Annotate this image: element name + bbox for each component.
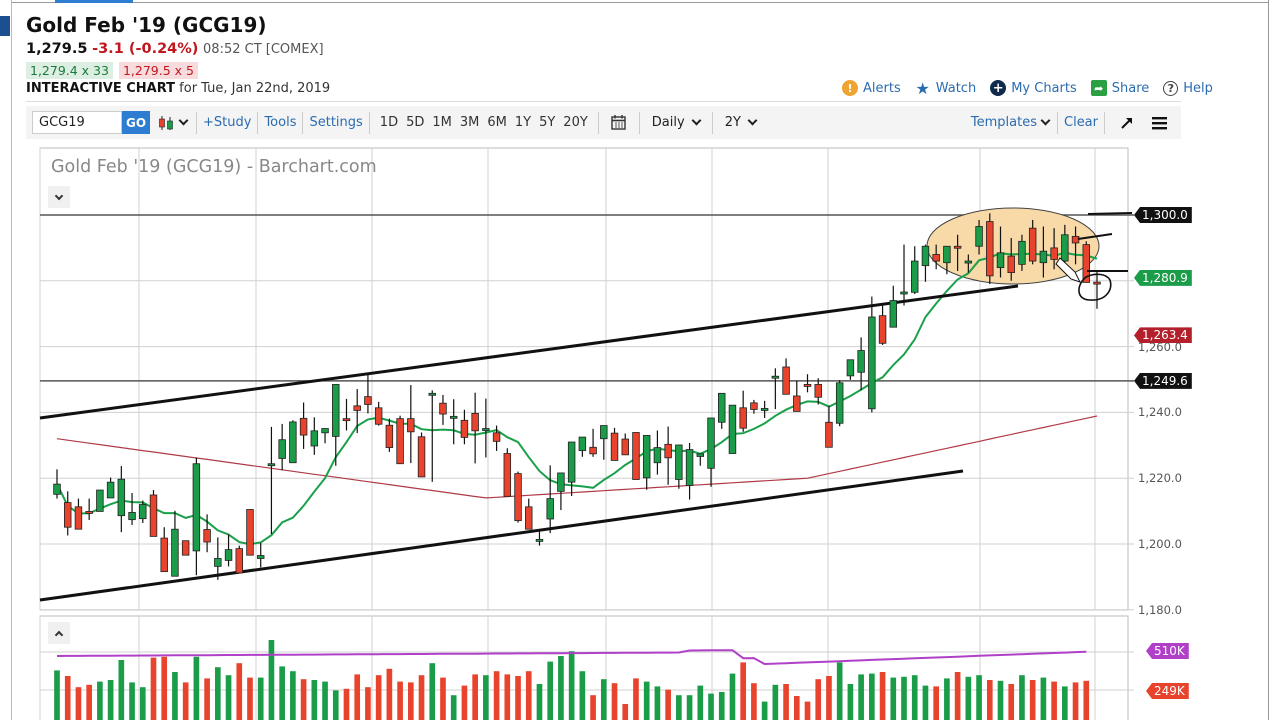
help-icon: ? (1163, 80, 1179, 96)
separator (597, 111, 599, 134)
separator (1057, 111, 1058, 134)
period-6m[interactable]: 6M (487, 115, 507, 130)
clear-button[interactable]: Clear (1064, 115, 1098, 130)
divider (26, 101, 1181, 102)
action-links: ! Alerts ★ Watch + My Charts ➦ Share ? Help (842, 78, 1213, 98)
price-tag: 1,249.6 (1134, 372, 1192, 389)
chevron-down-icon (178, 115, 189, 126)
volume-tag: 249K (1146, 683, 1189, 699)
help-label: Help (1183, 80, 1213, 96)
my-charts-link[interactable]: + My Charts (990, 80, 1077, 96)
range-dropdown[interactable]: 2Y (715, 115, 766, 130)
separator (196, 111, 197, 134)
left-badge (0, 16, 10, 36)
scrollbar[interactable] (1268, 0, 1280, 720)
quote-time: 08:52 CT [COMEX] (203, 42, 324, 57)
study-link[interactable]: +Study (203, 115, 252, 130)
price-tag: 1,300.0 (1134, 207, 1192, 223)
calendar-icon[interactable] (601, 114, 637, 132)
watch-link[interactable]: ★ Watch (915, 78, 977, 98)
price-change: -3.1 (-0.24%) (92, 41, 199, 57)
help-link[interactable]: ? Help (1163, 80, 1213, 96)
period-1m[interactable]: 1M (432, 115, 452, 130)
plus-circle-icon: + (990, 80, 1007, 96)
candlestick-icon (159, 115, 173, 130)
bid-quote: 1,279.4 x 33 (26, 62, 113, 79)
volume-tag: 510K (1146, 643, 1189, 659)
period-3m[interactable]: 3M (459, 115, 480, 130)
share-link[interactable]: ➦ Share (1090, 80, 1150, 96)
price-tag: 1,280.9 (1134, 269, 1192, 286)
bid-ask: 1,279.4 x 33 1,279.5 x 5 (26, 62, 198, 79)
period-1y[interactable]: 1Y (514, 115, 532, 130)
interactive-chart-label: INTERACTIVE CHART (26, 81, 176, 96)
y-axis-label: 1,240.0 (1138, 405, 1182, 420)
range-value: 2Y (724, 115, 741, 130)
chevron-down-icon (747, 115, 758, 126)
separator (257, 111, 259, 134)
separator (711, 111, 713, 134)
price-line: 1,279.5 -3.1 (-0.24%) 08:52 CT [COMEX] (26, 41, 324, 57)
symbol-input[interactable] (32, 111, 122, 134)
chart-toolbar: GO +Study Tools Settings 1D 5D 1M 3M 6M … (26, 106, 1181, 139)
share-label: Share (1111, 80, 1150, 96)
templates-dropdown[interactable]: Templates (961, 115, 1055, 130)
chart-label: INTERACTIVE CHART for Tue, Jan 22nd, 201… (26, 81, 330, 96)
expand-volume-button[interactable] (48, 622, 70, 644)
separator (638, 111, 640, 134)
top-rule (12, 2, 1280, 3)
left-panel-edge (0, 0, 12, 720)
chart-type-dropdown[interactable] (157, 115, 189, 131)
chevron-down-icon (691, 115, 702, 126)
menu-icon[interactable] (1151, 115, 1169, 131)
y-axis-label: 1,180.0 (1138, 602, 1182, 617)
star-icon: ★ (915, 78, 930, 98)
alerts-link[interactable]: ! Alerts (842, 80, 901, 96)
y-axis-label: 1,220.0 (1138, 471, 1182, 486)
alert-icon: ! (842, 80, 858, 96)
ask-quote: 1,279.5 x 5 (118, 62, 198, 79)
chart-date: for Tue, Jan 22nd, 2019 (179, 81, 331, 96)
interval-dropdown[interactable]: Daily (642, 115, 710, 130)
go-button[interactable]: GO (122, 111, 150, 134)
my-charts-label: My Charts (1011, 80, 1077, 96)
period-20y[interactable]: 20Y (563, 115, 588, 130)
tools-link[interactable]: Tools (264, 115, 297, 130)
page-title: Gold Feb '19 (GCG19) (26, 13, 267, 37)
watch-label: Watch (935, 80, 977, 96)
templates-label: Templates (970, 115, 1037, 130)
expand-arrow-icon[interactable] (1119, 115, 1135, 131)
separator (302, 111, 304, 134)
chart-title: Gold Feb '19 (GCG19) - Barchart.com (51, 157, 377, 177)
period-1d[interactable]: 1D (379, 115, 399, 130)
chevron-down-icon (1040, 115, 1051, 126)
settings-link[interactable]: Settings (309, 115, 363, 130)
separator (1104, 111, 1105, 134)
chevron-down-icon (54, 191, 64, 200)
last-price: 1,279.5 (26, 41, 88, 57)
y-axis-label: 1,200.0 (1138, 537, 1182, 551)
collapse-button[interactable] (48, 186, 70, 208)
share-icon: ➦ (1090, 80, 1107, 96)
separator (368, 111, 370, 134)
period-5d[interactable]: 5D (406, 115, 425, 130)
active-tab-indicator (55, 0, 133, 3)
alerts-label: Alerts (863, 80, 901, 96)
period-5y[interactable]: 5Y (539, 115, 556, 130)
chevron-up-icon (54, 630, 64, 639)
price-tag: 1,263.4 (1134, 327, 1192, 344)
interval-value: Daily (651, 115, 685, 130)
